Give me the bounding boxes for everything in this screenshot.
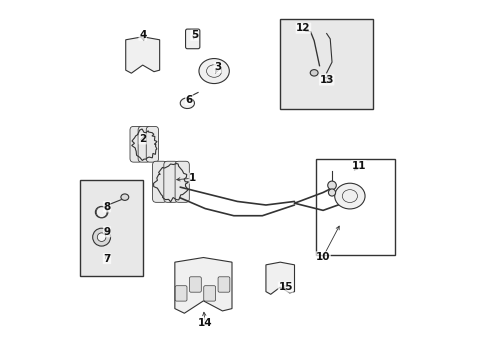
- FancyBboxPatch shape: [189, 277, 201, 292]
- Bar: [315, 158, 394, 255]
- FancyBboxPatch shape: [185, 29, 200, 49]
- Ellipse shape: [309, 69, 317, 76]
- Text: 7: 7: [103, 253, 110, 264]
- Polygon shape: [125, 37, 160, 73]
- Text: 3: 3: [214, 63, 221, 72]
- FancyBboxPatch shape: [175, 161, 189, 202]
- Text: 2: 2: [139, 134, 146, 144]
- Text: 15: 15: [278, 282, 292, 292]
- Circle shape: [97, 233, 106, 242]
- Text: 11: 11: [351, 161, 366, 171]
- FancyBboxPatch shape: [146, 126, 158, 162]
- Bar: [80, 180, 142, 276]
- FancyBboxPatch shape: [138, 126, 150, 162]
- Polygon shape: [180, 98, 194, 108]
- Text: 10: 10: [315, 252, 330, 262]
- Text: 8: 8: [103, 202, 110, 212]
- Circle shape: [328, 189, 335, 196]
- Polygon shape: [265, 262, 294, 294]
- FancyBboxPatch shape: [218, 277, 229, 292]
- Ellipse shape: [334, 183, 365, 209]
- Text: 5: 5: [190, 30, 198, 40]
- Text: 9: 9: [103, 227, 110, 237]
- FancyBboxPatch shape: [130, 126, 142, 162]
- FancyBboxPatch shape: [203, 286, 215, 301]
- Circle shape: [327, 181, 336, 190]
- Ellipse shape: [323, 77, 329, 83]
- Polygon shape: [175, 257, 231, 313]
- Text: 1: 1: [189, 173, 196, 183]
- FancyBboxPatch shape: [175, 286, 186, 301]
- Text: 13: 13: [319, 75, 333, 85]
- Text: 4: 4: [139, 30, 146, 40]
- Text: 14: 14: [198, 318, 212, 328]
- FancyBboxPatch shape: [152, 161, 166, 202]
- Text: 6: 6: [185, 95, 192, 105]
- Text: 12: 12: [296, 23, 310, 33]
- Circle shape: [93, 228, 110, 246]
- Circle shape: [96, 207, 107, 217]
- FancyBboxPatch shape: [163, 161, 178, 202]
- Ellipse shape: [121, 194, 128, 201]
- Ellipse shape: [95, 206, 108, 218]
- Bar: [280, 19, 372, 109]
- Ellipse shape: [199, 59, 229, 84]
